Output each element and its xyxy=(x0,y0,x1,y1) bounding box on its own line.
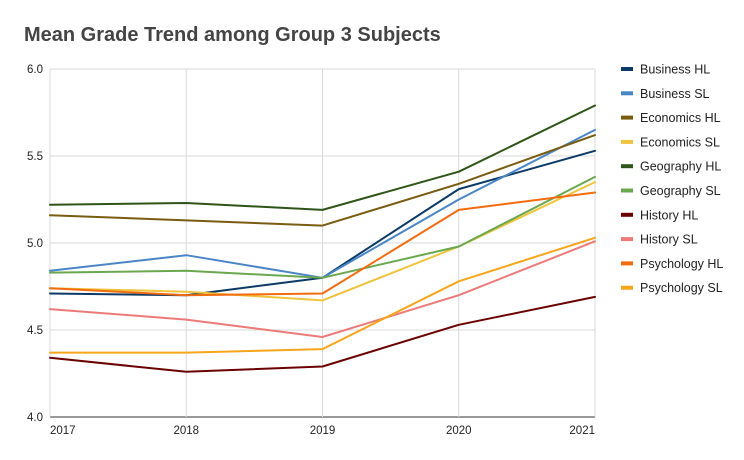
series-line-psychology-sl xyxy=(49,236,596,354)
legend-label-history-sl: History SL xyxy=(640,233,698,247)
legend-swatch-history-sl xyxy=(621,237,633,242)
legend-label-business-hl: Business HL xyxy=(640,63,710,77)
series-line-geography-hl xyxy=(49,104,596,211)
legend-swatch-psychology-sl xyxy=(621,285,633,290)
legend-label-psychology-sl: Psychology SL xyxy=(640,281,723,295)
chart-title: Mean Grade Trend among Group 3 Subjects xyxy=(24,24,441,46)
legend-swatch-history-hl xyxy=(621,212,633,217)
y-tick-label: 5.5 xyxy=(27,151,43,163)
series-line-geography-sl xyxy=(49,175,596,279)
series-line-economics-hl xyxy=(49,134,596,227)
legend-label-business-sl: Business SL xyxy=(640,87,710,101)
series-line-psychology-hl xyxy=(49,191,596,297)
y-tick-label: 6.0 xyxy=(27,64,43,76)
legend-swatch-business-sl xyxy=(621,91,633,96)
legend: Business HL Business SL Economics HL Econom… xyxy=(621,63,723,295)
legend-swatch-business-hl xyxy=(621,67,633,71)
legend-swatch-economics-sl xyxy=(621,139,633,144)
series-line-history-hl xyxy=(49,295,596,373)
legend-label-geography-sl: Geography SL xyxy=(640,184,721,198)
legend-label-psychology-hl: Psychology HL xyxy=(640,257,723,271)
legend-label-geography-hl: Geography HL xyxy=(640,160,721,174)
legend-label-economics-hl: Economics HL xyxy=(640,111,721,125)
x-tick-label: 2019 xyxy=(310,425,336,437)
gridlines xyxy=(49,68,596,418)
y-tick-label: 5.0 xyxy=(27,238,43,250)
x-tick-label: 2021 xyxy=(569,425,595,437)
x-tick-label: 2020 xyxy=(446,425,472,437)
x-tick-label: 2018 xyxy=(173,425,199,437)
series-line-history-sl xyxy=(49,240,596,338)
legend-label-history-hl: History HL xyxy=(640,208,698,222)
legend-label-economics-sl: Economics SL xyxy=(640,135,720,149)
legend-swatch-geography-hl xyxy=(621,164,633,169)
legend-swatch-geography-sl xyxy=(621,188,633,193)
y-tick-label: 4.5 xyxy=(27,325,43,337)
series-lines xyxy=(49,104,596,373)
y-tick-label: 4.0 xyxy=(27,412,43,424)
legend-swatch-psychology-hl xyxy=(621,261,633,266)
x-axis-tick-labels: 2017 2018 2019 2020 2021 xyxy=(50,425,595,437)
y-axis-tick-labels: 4.0 4.5 5.0 5.5 6.0 xyxy=(27,64,43,424)
series-line-economics-sl xyxy=(49,181,596,302)
x-tick-label: 2017 xyxy=(50,425,76,437)
legend-swatch-economics-hl xyxy=(621,115,633,120)
